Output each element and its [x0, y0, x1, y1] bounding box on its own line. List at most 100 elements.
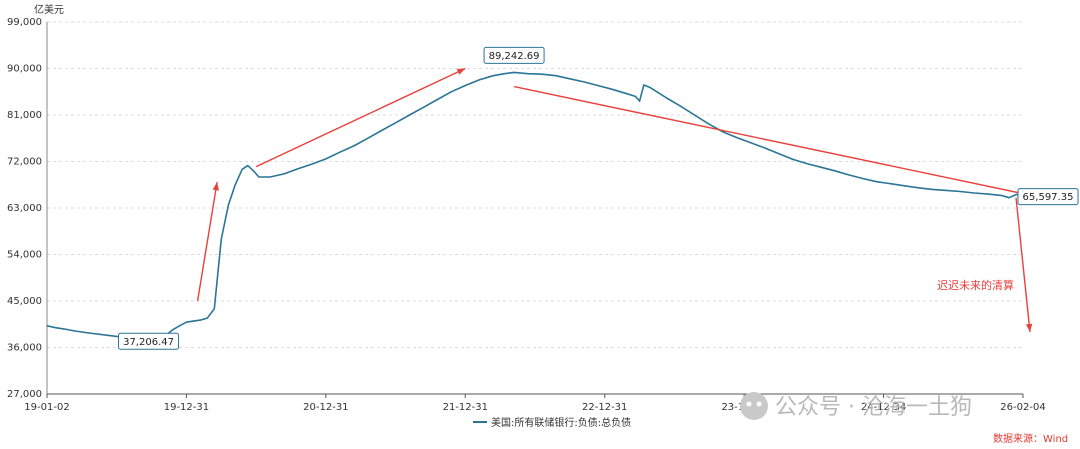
- data-point: [353, 145, 355, 147]
- data-point: [408, 114, 411, 116]
- data-point: [666, 97, 669, 100]
- data-point: [46, 325, 48, 327]
- data-point: [1001, 195, 1003, 197]
- data-point: [527, 73, 529, 75]
- legend-label: 美国:所有联储银行:负债:总负债: [491, 416, 631, 429]
- callout-box: [1017, 188, 1079, 206]
- y-tick-label: 72,000: [7, 157, 42, 168]
- data-point: [555, 75, 557, 77]
- data-point: [820, 166, 822, 168]
- value-callouts: 37,206.47 89,242.69 65,597.35: [118, 46, 1079, 350]
- x-tick-label: 20-12-31: [303, 402, 348, 413]
- data-point: [694, 114, 696, 117]
- data-point: [973, 192, 975, 194]
- data-point: [959, 190, 961, 193]
- watermark: 公众号 · 沧海一土狗: [740, 392, 972, 420]
- data-point: [583, 81, 585, 83]
- data-point: [464, 84, 466, 87]
- data-point: [1008, 197, 1010, 199]
- callout-box: [118, 332, 180, 350]
- data-point: [109, 335, 111, 337]
- x-tick-label: 19-01-02: [24, 402, 69, 413]
- data-point: [311, 163, 313, 165]
- data-point: [88, 332, 90, 334]
- data-point: [339, 151, 341, 153]
- data-point: [541, 73, 543, 75]
- data-point: [192, 320, 194, 322]
- data-point: [848, 174, 850, 176]
- data-point: [247, 165, 249, 167]
- data-point: [381, 129, 383, 132]
- data-point: [639, 100, 641, 102]
- data-point: [53, 326, 55, 328]
- data-point: [478, 79, 480, 81]
- y-tick-labels: 27,000 36,000 45,000 54,000 63,000 72,000 81,0…: [7, 17, 42, 400]
- data-point: [367, 137, 369, 139]
- data-point: [750, 142, 752, 144]
- data-point: [657, 91, 659, 93]
- data-point: [220, 238, 222, 240]
- data-point: [171, 329, 174, 331]
- data-point: [792, 158, 794, 160]
- data-point: [227, 204, 229, 206]
- wechat-logo-eye-left-icon: [746, 401, 752, 407]
- legend[interactable]: 美国:所有联储银行:负债:总负债: [473, 416, 631, 429]
- annotation-text: 迟迟未来的清算: [937, 278, 1014, 292]
- data-point: [889, 183, 892, 185]
- data-point: [736, 137, 738, 139]
- y-tick-label: 90,000: [7, 64, 42, 75]
- data-point: [903, 185, 906, 187]
- data-point: [917, 187, 920, 189]
- data-point: [283, 173, 285, 175]
- data-point: [569, 78, 571, 80]
- grid-lines: [47, 21, 1023, 348]
- arrow-head-icon: [212, 182, 219, 191]
- data-point: [625, 92, 627, 94]
- data-point: [764, 147, 766, 149]
- data-point: [778, 153, 780, 155]
- data-point: [503, 73, 505, 75]
- data-point: [643, 84, 645, 86]
- callout-label: 37,206.47: [123, 337, 174, 348]
- trend-arrow: [513, 85, 1031, 196]
- series-line: [46, 71, 1023, 343]
- y-tick-label: 81,000: [7, 110, 42, 121]
- callout-label: 89,242.69: [489, 51, 540, 62]
- x-tick-label: 21-12-31: [443, 402, 488, 413]
- trend-arrow: [196, 182, 218, 302]
- source-text: 数据来源：Wind: [993, 432, 1068, 445]
- data-point: [931, 188, 934, 190]
- data-point: [634, 95, 637, 97]
- data-point: [252, 170, 254, 172]
- series-lines: [46, 71, 1024, 343]
- data-point: [63, 328, 65, 330]
- arrow-head-icon: [1025, 323, 1033, 332]
- data-point: [395, 122, 397, 124]
- data-point: [258, 176, 260, 178]
- data-point: [269, 176, 271, 178]
- data-point: [206, 317, 208, 319]
- data-point: [597, 84, 599, 87]
- data-point: [834, 170, 836, 172]
- data-point: [241, 168, 243, 170]
- y-tick-label: 54,000: [7, 250, 42, 261]
- data-point: [680, 106, 683, 108]
- data-point: [178, 325, 181, 327]
- y-unit-label: 亿美元: [34, 3, 64, 16]
- data-point: [722, 131, 724, 133]
- data-point: [945, 189, 947, 191]
- watermark-text: 公众号 · 沧海一土狗: [775, 395, 972, 420]
- x-tick-label: 22-12-31: [582, 402, 627, 413]
- data-point: [648, 86, 650, 88]
- data-point: [513, 71, 515, 73]
- data-point: [806, 163, 808, 165]
- data-point: [234, 184, 236, 186]
- trend-arrow: [1015, 197, 1031, 333]
- data-point: [450, 91, 452, 93]
- data-point: [1015, 194, 1017, 196]
- arrow-head-icon: [456, 68, 466, 75]
- data-point: [876, 181, 878, 183]
- x-tick-label: 26-02-04: [1000, 402, 1045, 413]
- y-tick-label: 27,000: [7, 389, 42, 400]
